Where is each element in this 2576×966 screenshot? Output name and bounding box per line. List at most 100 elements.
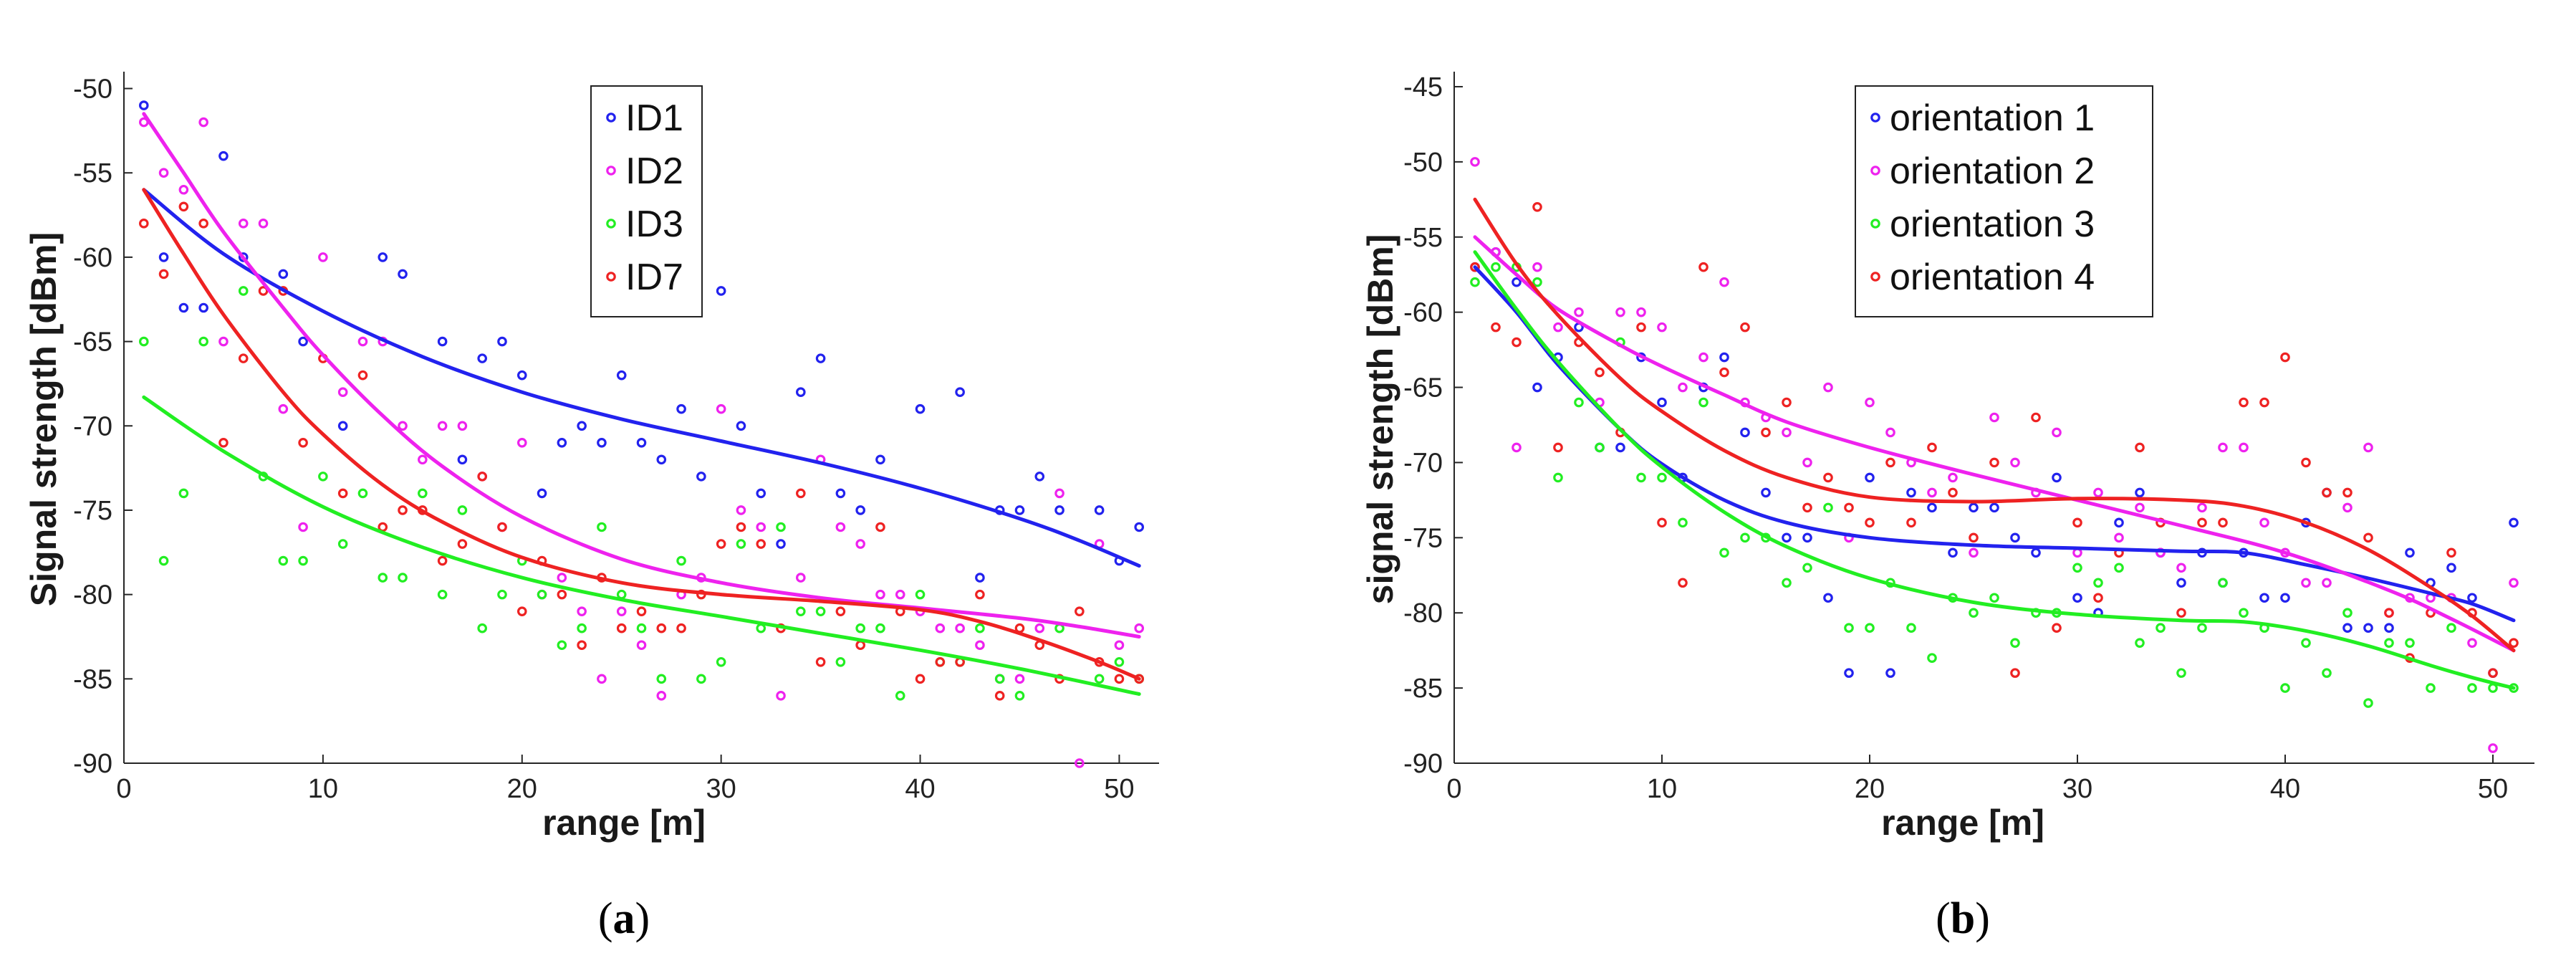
data-point [676, 555, 686, 566]
data-point [1657, 322, 1667, 333]
legend-marker [606, 113, 616, 123]
data-point [1034, 472, 1045, 482]
data-point [716, 403, 726, 414]
data-point [2072, 563, 2082, 573]
y-tick-label: -65 [1403, 373, 1443, 403]
caption-b: (b) [1936, 894, 1990, 943]
data-point [2509, 578, 2519, 588]
data-point [1989, 502, 1999, 513]
y-tick-labels-a: -50 -55 -60 -65 -70 -75 -80 -85 -90 [73, 75, 112, 779]
y-tick-label: -50 [73, 75, 112, 105]
data-point [2010, 638, 2020, 648]
x-tick-label: 0 [1446, 774, 1461, 804]
data-point [1075, 758, 1085, 768]
data-point [1678, 382, 1688, 393]
data-point [2426, 683, 2436, 693]
data-point [2031, 412, 2041, 423]
data-point [796, 573, 806, 583]
data-point [796, 387, 806, 397]
data-point [1491, 322, 1501, 333]
data-point [696, 472, 706, 482]
data-point [2322, 487, 2332, 498]
data-point [318, 252, 328, 262]
data-point [2135, 638, 2145, 648]
data-point [1657, 397, 1667, 408]
data-point [1927, 653, 1937, 663]
data-point [2197, 502, 2207, 513]
x-tick-labels-b: 0 10 20 30 40 50 [1446, 774, 2508, 804]
data-point [2322, 668, 2332, 678]
data-point [895, 691, 905, 701]
data-point [2197, 623, 2207, 633]
data-point [238, 353, 249, 363]
data-point [2052, 427, 2062, 438]
data-point [2052, 472, 2062, 483]
data-point [298, 555, 308, 566]
data-point [398, 505, 408, 515]
data-point [457, 539, 468, 549]
data-point [975, 573, 985, 583]
data-point [1698, 397, 1708, 408]
data-point [2363, 532, 2373, 543]
data-point [835, 522, 846, 532]
data-point [218, 336, 229, 347]
legend-label: ID1 [625, 97, 683, 139]
data-point [1927, 487, 1937, 498]
data-point [835, 488, 846, 499]
data-point [2342, 608, 2352, 618]
data-point [537, 589, 547, 600]
legend-marker [606, 272, 616, 282]
x-tick-label: 20 [507, 774, 537, 804]
data-point [258, 219, 269, 229]
data-point [2363, 442, 2373, 453]
data-point [2342, 623, 2352, 633]
data-point [337, 387, 348, 397]
data-point [716, 539, 726, 549]
y-tick-label: -80 [73, 580, 112, 611]
x-tick-label: 10 [308, 774, 338, 804]
y-tick-label: -90 [1403, 749, 1443, 779]
data-point [357, 488, 368, 499]
panel-letter-a: a [613, 894, 635, 943]
data-point [736, 421, 746, 431]
data-point [736, 505, 746, 515]
data-point [1698, 262, 1708, 272]
x-tick-label: 30 [706, 774, 736, 804]
data-point [855, 623, 865, 633]
data-point [1989, 412, 1999, 423]
fit-curve-a-2 [142, 112, 1141, 639]
data-point [1470, 157, 1480, 167]
data-point [1865, 472, 1875, 483]
data-point [1802, 532, 1812, 543]
data-point [298, 522, 308, 532]
data-point [2135, 487, 2145, 498]
data-point [1927, 502, 1937, 513]
x-tick-label: 20 [1855, 774, 1885, 804]
data-point [1491, 262, 1501, 272]
data-point [1885, 668, 1895, 678]
data-point [2114, 517, 2124, 528]
y-tick-label: -85 [73, 664, 112, 694]
data-point [796, 606, 806, 616]
legend-label: orientation 1 [1890, 97, 2095, 139]
legend-marker [1870, 272, 1880, 282]
legend-label: orientation 4 [1890, 257, 2095, 298]
data-point [2114, 563, 2124, 573]
data-point [1657, 517, 1667, 528]
data-point [1532, 262, 1542, 272]
data-point [935, 656, 946, 667]
data-point [2259, 397, 2269, 408]
fit-curve-b-3 [1473, 250, 2516, 690]
data-point [437, 555, 448, 566]
fit-curve-a-3 [142, 395, 1141, 696]
data-point [2010, 668, 2020, 678]
data-point [1885, 427, 1895, 438]
data-point [2010, 457, 2020, 468]
plot-area-a [123, 72, 1159, 768]
data-point [477, 353, 487, 363]
data-point [597, 438, 607, 448]
data-point [1678, 578, 1688, 588]
data-point [716, 656, 726, 667]
data-point [1114, 656, 1125, 667]
data-point [537, 488, 547, 499]
